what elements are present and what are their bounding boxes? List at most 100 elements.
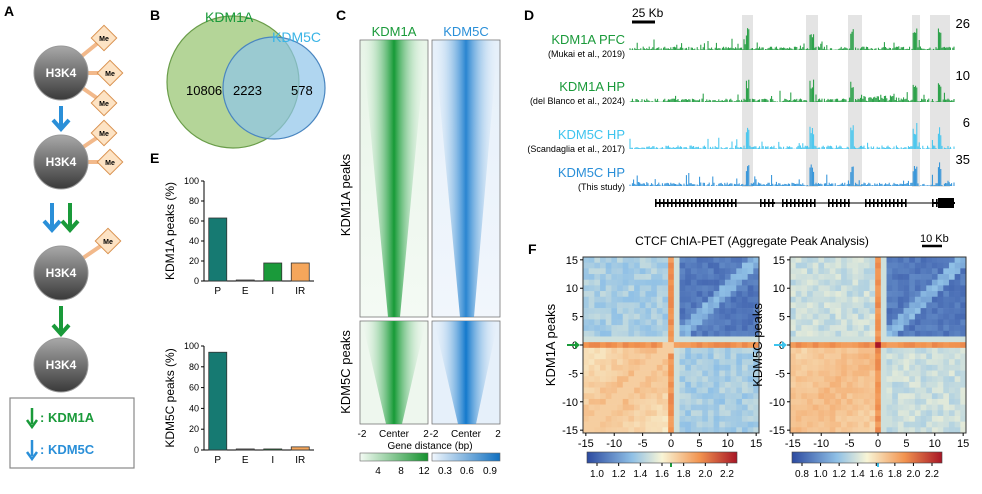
y-tick-label: -15: [769, 425, 785, 437]
x-tick-label: 5: [903, 438, 909, 450]
bar-chart-ylabel: KDM1A peaks (%): [163, 182, 177, 280]
colorbar-tick: 1.8: [888, 469, 902, 480]
x-tick-label: -5: [638, 438, 648, 450]
x-tick-label: I: [271, 286, 274, 297]
panel-d-scalebar: 25 Kb: [632, 6, 664, 20]
y-tick-label: -5: [568, 368, 578, 380]
y-tick-label: -10: [769, 397, 785, 409]
panel-f-aggregate-peak-analysis: CTCF ChIA-PET (Aggregate Peak Analysis) …: [543, 233, 969, 480]
track-max-value: 26: [956, 16, 970, 31]
colorbar-kdm5c-tick-2: 0.6: [460, 466, 474, 477]
h3k4-label: H3K4: [46, 66, 77, 80]
svg-text:Me: Me: [105, 160, 115, 167]
apa-heatmap-kdm5c: -15-15-10-10-5-5005510101515KDM5C peaksG…: [750, 255, 969, 467]
colorbar-tick: 2.2: [720, 469, 734, 480]
h3k4-label: H3K4: [46, 358, 77, 372]
heatmap-kdm5c-peaks-signal: [434, 321, 498, 424]
x-tick-label: P: [214, 455, 221, 466]
svg-text:Me: Me: [99, 36, 109, 43]
track-name: KDM1A PFC: [551, 32, 625, 47]
heatmap-col-kdm1a: KDM1A: [372, 24, 417, 39]
heatmap-kdm5c-peaks-kdm1a-signal: [362, 321, 426, 424]
venn-overlap: 2223: [233, 83, 262, 98]
x-tick-label: I: [271, 455, 274, 466]
panel-label-f: F: [528, 241, 537, 257]
colorbar-tick: 2.2: [925, 469, 939, 480]
methyl-group-icon: Me: [96, 148, 124, 176]
track-citation: (This study): [578, 182, 625, 192]
panel-f-scalebar: 10 Kb: [920, 233, 949, 245]
bar-chart-1: 0 20 40 60 80 100 KDM1A peaks (%) P E I IR: [163, 176, 314, 297]
heatmap-tick-center-1: Center: [379, 429, 410, 440]
heatmap-kdm1a-peaks-signal: [362, 40, 426, 317]
heatmap-row-kdm1a-peaks: KDM1A peaks: [338, 153, 353, 236]
svg-text:Me: Me: [99, 101, 109, 108]
colorbar-tick: 1.2: [612, 469, 626, 480]
legend-kdm5c: : KDM5C: [40, 442, 95, 457]
track-name: KDM1A HP: [559, 79, 625, 94]
y-tick-label: 15: [773, 255, 785, 267]
y-tick-label: 60: [189, 383, 199, 393]
svg-text:Me: Me: [105, 71, 115, 78]
track-signal: [629, 162, 955, 186]
bar-i: [263, 448, 283, 451]
colorbar-tick: 1.4: [633, 469, 647, 480]
methyl-group-icon: Me: [90, 24, 118, 52]
track-1: KDM1A PFC (Mukai et al., 2019) 26: [548, 16, 970, 59]
gene-annotation: [655, 198, 955, 208]
track-4: KDM5C HP (This study) 35: [558, 152, 970, 192]
panel-b-venn: KDM1A KDM5C 10806 2223 578: [166, 9, 326, 149]
methyl-group-icon: Me: [94, 227, 122, 255]
arrow-right-icon: [567, 341, 580, 349]
panel-label-a: A: [4, 3, 14, 19]
arrow-down-icon: [42, 203, 62, 234]
heatmap-kdm1a-peaks-kdm5c-signal: [434, 40, 498, 317]
legend-kdm1a: : KDM1A: [40, 410, 95, 425]
y-tick-label: 10: [566, 283, 578, 295]
colorbar-tick: 0.8: [795, 469, 809, 480]
x-tick-label: E: [242, 286, 249, 297]
track-citation: (Mukai et al., 2019): [548, 49, 625, 59]
heatmap-tick-left-1: -2: [358, 429, 367, 440]
panel-label-c: C: [336, 7, 346, 23]
apa-ylabel: KDM1A peaks: [543, 303, 558, 386]
track-name: KDM5C HP: [558, 127, 625, 142]
apa-colorbar-1: 1.0 1.2 1.4 1.6 1.8 2.0 2.2: [586, 451, 738, 480]
colorbar-tick: 1.4: [851, 469, 865, 480]
bar-chart-2: 0 20 40 60 80 100 KDM5C peaks (%) P E I IR: [163, 341, 314, 466]
y-tick-label: 15: [566, 255, 578, 267]
bar-e: [235, 448, 255, 451]
h3k4-node-4: H3K4: [33, 337, 89, 393]
track-signal: [629, 79, 955, 102]
track-max-value: 6: [963, 115, 970, 130]
panel-a-demethylation-diagram: Me Me Me H3K4 Me Me H3K4 Me H3K4 H3K4: [33, 24, 124, 393]
y-tick-label: 40: [189, 403, 199, 413]
panel-e-bar-charts: 0 20 40 60 80 100 KDM1A peaks (%) P E I IR 0 20 40 60 8…: [163, 176, 314, 466]
track-name: KDM5C HP: [558, 165, 625, 180]
x-tick-label: 10: [929, 438, 941, 450]
bar-p: [208, 351, 228, 451]
track-signal: [629, 28, 955, 50]
x-tick-label: 15: [957, 438, 969, 450]
colorbar-tick: 1.0: [590, 469, 604, 480]
venn-only-kdm5c: 578: [291, 83, 313, 98]
y-tick-label: 5: [779, 312, 785, 324]
methyl-group-icon: Me: [96, 59, 124, 87]
y-tick-label: 100: [184, 341, 199, 351]
x-tick-label: IR: [295, 286, 305, 297]
venn-kdm5c-label: KDM5C: [272, 29, 321, 45]
y-tick-label: -10: [562, 397, 578, 409]
h3k4-node-3: Me H3K4: [33, 227, 122, 301]
arrow-right-icon: [774, 341, 787, 349]
apa-ylabel: KDM5C peaks: [750, 303, 765, 387]
x-tick-label: IR: [295, 455, 305, 466]
y-tick-label: 80: [189, 196, 199, 206]
colorbar-kdm5c: [431, 452, 501, 462]
colorbar-tick: 1.0: [814, 469, 828, 480]
heatmap-row-kdm5c-peaks: KDM5C peaks: [338, 330, 353, 414]
y-tick-label: -15: [562, 425, 578, 437]
x-tick-label: 15: [750, 438, 762, 450]
svg-text:Me: Me: [103, 239, 113, 246]
x-tick-label: 0: [875, 438, 881, 450]
